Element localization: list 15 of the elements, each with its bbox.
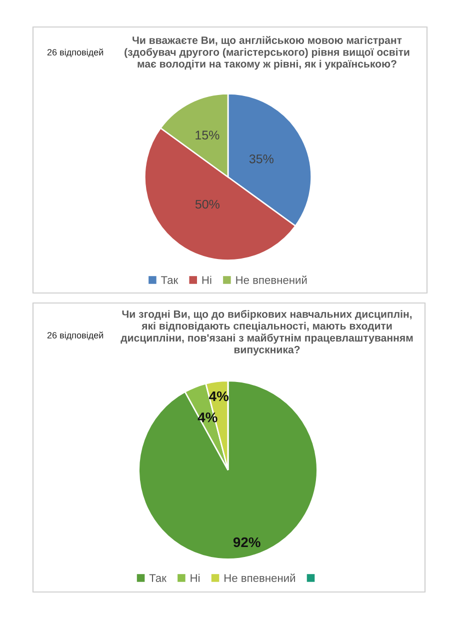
data-label: 92%: [233, 537, 260, 548]
chart-title: Чи згодні Ви, що до вибіркових навчальних дисциплін, які відповідають спеціальності, мають входити дисципліни, пов'язані з майбутнім працевлаштуванням випускника?: [120, 310, 413, 356]
legend-label: Ні: [190, 574, 200, 582]
legend-label: Не впевнений: [224, 574, 295, 582]
text: 26 відповідей: [47, 332, 104, 340]
legend-label: Ні: [202, 276, 212, 284]
data-label: 50%: [195, 200, 220, 209]
legend-label: Не впевнений: [236, 276, 307, 284]
data-label: 15%: [196, 130, 220, 140]
legend-label: Так: [149, 574, 167, 582]
pie-slice: [138, 380, 318, 560]
legend-label: Так: [161, 276, 178, 284]
text: 26 відповідей: [47, 48, 104, 58]
data-label: 35%: [249, 154, 274, 164]
chart-title: Чи вважаєте Ви, що англійською мовою магістрант (здобувач другого (магістерського) рівня вищої освіти має володіти на такому ж рівні, як і українською?: [124, 36, 410, 70]
